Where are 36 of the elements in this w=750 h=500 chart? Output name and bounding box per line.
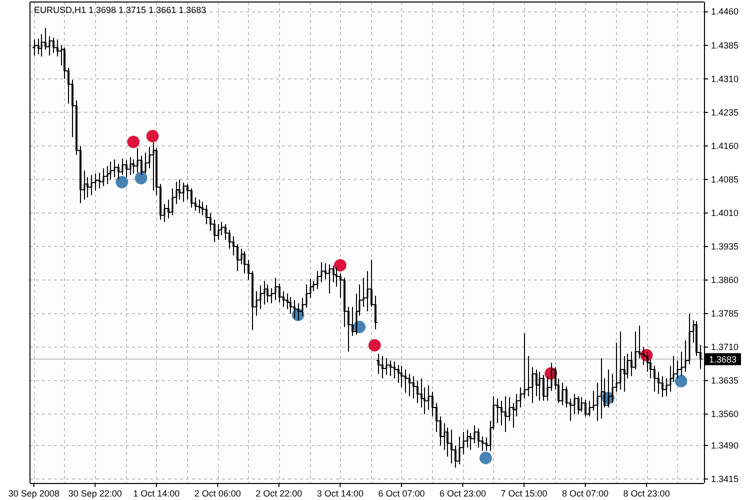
y-tick-label: 1.4085 [711,174,739,184]
x-tick-label: 6 Oct 23:00 [439,488,486,498]
y-tick-label: 1.3560 [711,409,739,420]
y-tick-label: 1.3710 [711,342,739,352]
x-tick-label: 2 Oct 06:00 [194,488,241,498]
y-tick-label: 1.4385 [711,40,739,50]
x-tick-label: 1 Oct 14:00 [133,488,180,498]
x-tick-label: 30 Sep 22:00 [68,488,122,498]
point [127,136,140,148]
y-tick-label: 1.4160 [711,140,739,151]
point [146,130,159,142]
y-tick-label: 1.4310 [711,74,739,84]
y-tick-label: 1.3490 [711,440,739,450]
ref-line-label: 1.3683 [709,354,737,364]
point [368,339,381,352]
y-tick-label: 1.4010 [711,208,739,218]
point [134,172,148,184]
chart-title: EURUSD,H1 1.3698 1.3715 1.3661 1.3683 [34,5,206,15]
point [480,452,492,464]
y-tick-label: 1.3860 [711,274,739,285]
x-tick-label: 2 Oct 22:00 [256,488,302,498]
y-tick-label: 1.3415 [711,474,739,484]
y-tick-label: 1.3785 [711,308,739,318]
y-tick-label: 1.3635 [711,376,739,386]
point [116,176,128,188]
y-tick-label: 1.4235 [711,107,739,118]
x-tick-label: 6 Oct 07:00 [378,488,425,498]
x-tick-label: 8 Oct 23:00 [623,488,670,498]
point [334,259,346,272]
y-tick-label: 1.4460 [711,6,739,17]
x-tick-label: 3 Oct 14:00 [316,488,364,498]
x-tick-label: 7 Oct 15:00 [500,488,548,498]
y-tick-label: 1.3935 [711,241,739,252]
x-tick-label: 30 Sep 2008 [8,488,60,498]
x-tick-label: 8 Oct 07:00 [562,488,609,498]
point [674,374,688,388]
